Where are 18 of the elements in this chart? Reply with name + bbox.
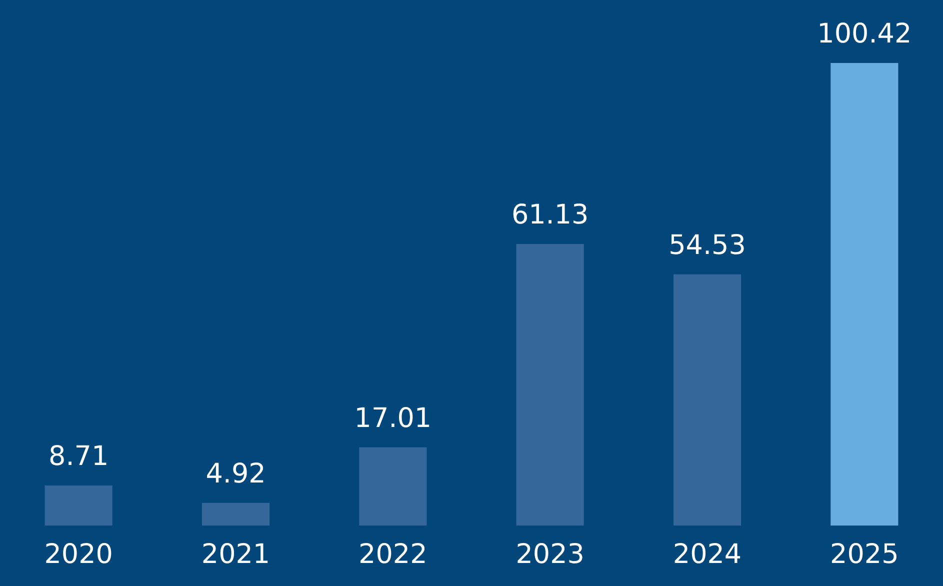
bar (44, 485, 112, 526)
bar (516, 244, 584, 526)
data-label: 61.13 (511, 200, 589, 231)
data-label: 100.42 (817, 18, 912, 50)
x-tick-label: 2021 (201, 538, 270, 570)
bar (202, 502, 270, 526)
x-tick-label: 2024 (672, 538, 742, 570)
x-tick-label: 2025 (830, 538, 899, 570)
x-tick-label: 2022 (358, 538, 428, 570)
data-label: 8.71 (48, 440, 109, 472)
data-label: 54.53 (668, 230, 746, 261)
x-tick-label: 2020 (44, 538, 113, 570)
bar (830, 63, 898, 526)
x-tick-label: 2023 (516, 538, 584, 570)
data-label: 17.01 (354, 402, 432, 434)
bar (359, 447, 427, 526)
bar (673, 274, 742, 526)
data-label: 4.92 (206, 458, 266, 490)
